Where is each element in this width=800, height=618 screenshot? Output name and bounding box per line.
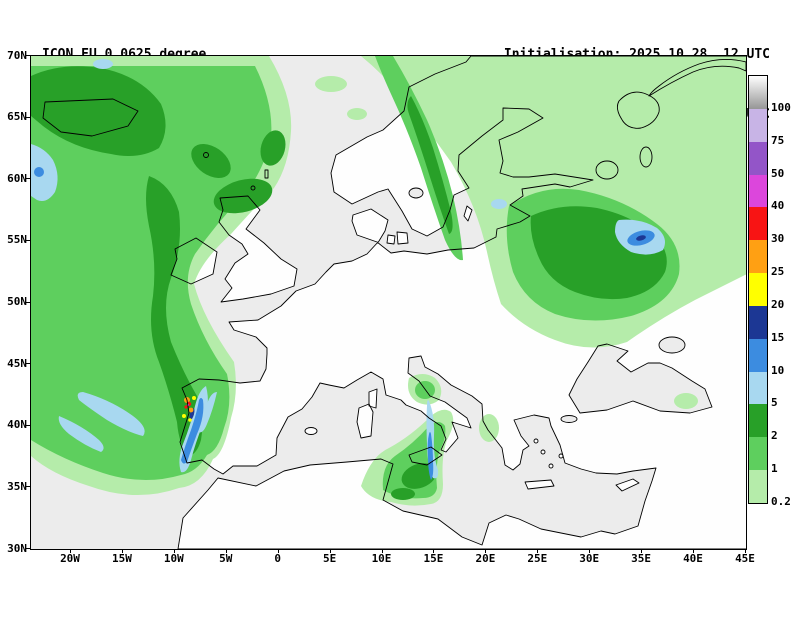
colorbar-label: 2	[771, 429, 778, 443]
lon-tick-label: 15E	[423, 552, 444, 565]
lon-tick	[745, 549, 746, 553]
colorbar-label: 10	[771, 363, 785, 377]
lat-tick	[25, 301, 30, 303]
colorbar-segment	[749, 240, 767, 274]
lon-tick	[70, 549, 71, 553]
colorbar-segment	[749, 404, 767, 438]
lon-tick	[589, 549, 591, 553]
lat-tick	[25, 116, 30, 118]
precip-level-10mm	[34, 167, 655, 480]
europe-precipitation-map	[31, 56, 746, 549]
colorbar-label: 5	[771, 396, 778, 410]
lat-tick-label: 30N	[7, 541, 27, 555]
lon-tick	[485, 549, 487, 553]
lon-tick-label: 40E	[683, 552, 703, 565]
precip-level-20mm	[182, 396, 196, 422]
colorbar-label: 0.2	[771, 495, 791, 508]
colorbar-label: 25	[771, 265, 785, 278]
lon-tick-label: 0	[274, 552, 281, 565]
lon-tick-label: 15W	[111, 552, 132, 565]
colorbar-segment	[749, 273, 767, 306]
lon-tick	[121, 549, 123, 553]
colorbar-segment	[749, 437, 767, 471]
lat-tick	[25, 548, 30, 549]
lat-tick-label: 45N	[7, 356, 27, 370]
colorbar-label: 30	[771, 232, 785, 246]
colorbar-segment	[749, 207, 767, 241]
colorbar-segment	[749, 371, 767, 405]
lon-tick	[381, 549, 383, 553]
colorbar-label: 20	[771, 297, 785, 311]
lat-tick-label: 40N	[7, 418, 27, 432]
lon-tick-label: 45E	[735, 552, 755, 565]
lat-tick	[25, 178, 30, 180]
lat-tick	[25, 55, 30, 56]
lat-tick-label: 70N	[7, 48, 27, 62]
lon-tick	[329, 549, 331, 553]
lon-tick-label: 10W	[163, 552, 184, 565]
colorbar	[748, 75, 768, 504]
lat-tick-label: 60N	[7, 171, 27, 185]
colorbar-label: 50	[771, 166, 785, 180]
colorbar-label: 75	[771, 133, 785, 147]
precip-level-15mm	[189, 235, 646, 420]
colorbar-segment	[749, 141, 767, 175]
lon-tick-label: 25E	[527, 552, 548, 565]
lon-tick	[225, 549, 227, 553]
lon-tick-label: 10E	[371, 552, 392, 565]
lat-tick	[25, 363, 30, 365]
lon-tick	[641, 549, 643, 553]
lon-tick-label: 35E	[631, 552, 652, 565]
colorbar-label: 15	[771, 330, 785, 344]
lon-tick	[173, 549, 175, 553]
colorbar-segment	[749, 338, 767, 372]
lat-tick	[25, 486, 30, 488]
lon-tick	[693, 549, 694, 553]
lon-tick	[277, 549, 279, 553]
lon-tick-label: 20W	[60, 552, 80, 565]
lat-tick-label: 55N	[7, 233, 27, 247]
lon-tick	[433, 549, 435, 553]
lon-tick-label: 5W	[219, 552, 233, 565]
lat-tick-label: 65N	[7, 110, 27, 124]
lon-tick-label: 20E	[475, 552, 496, 565]
colorbar-label: 1	[771, 462, 778, 476]
colorbar-segment	[749, 75, 767, 109]
colorbar-segment	[749, 174, 767, 208]
lon-tick-label: 5E	[322, 552, 337, 565]
lat-tick	[25, 239, 30, 241]
lat-tick	[25, 424, 30, 426]
lat-tick-label: 35N	[7, 479, 27, 493]
colorbar-label: 40	[771, 199, 785, 213]
lon-tick-label: 30E	[579, 552, 600, 565]
colorbar-label: 100	[771, 100, 791, 114]
map-frame	[30, 55, 747, 550]
lat-tick-label: 50N	[7, 295, 27, 308]
colorbar-segment	[749, 108, 767, 142]
lon-tick	[537, 549, 539, 553]
colorbar-segment	[749, 470, 767, 503]
colorbar-segment	[749, 305, 767, 339]
